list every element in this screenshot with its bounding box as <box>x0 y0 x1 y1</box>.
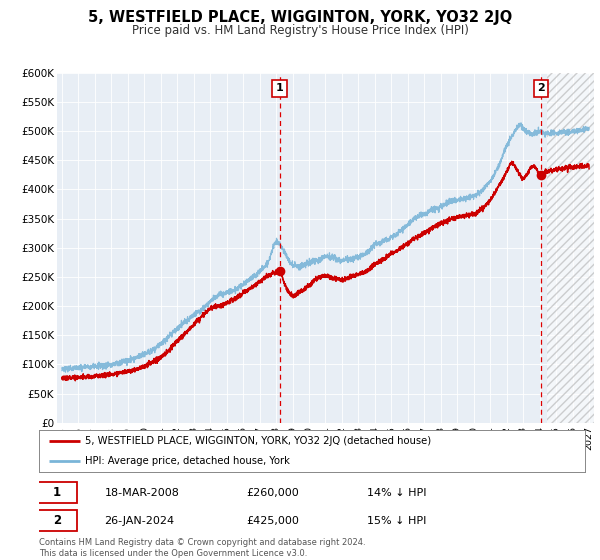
Text: 14% ↓ HPI: 14% ↓ HPI <box>367 488 426 498</box>
Text: 5, WESTFIELD PLACE, WIGGINTON, YORK, YO32 2JQ (detached house): 5, WESTFIELD PLACE, WIGGINTON, YORK, YO3… <box>85 436 431 446</box>
Text: 1: 1 <box>275 83 283 94</box>
Text: 1: 1 <box>53 486 61 500</box>
Text: Contains HM Land Registry data © Crown copyright and database right 2024.
This d: Contains HM Land Registry data © Crown c… <box>39 538 365 558</box>
Bar <box>547 73 594 423</box>
Text: 15% ↓ HPI: 15% ↓ HPI <box>367 516 426 526</box>
Text: 5, WESTFIELD PLACE, WIGGINTON, YORK, YO32 2JQ: 5, WESTFIELD PLACE, WIGGINTON, YORK, YO3… <box>88 10 512 25</box>
Text: 2: 2 <box>537 83 545 94</box>
Text: HPI: Average price, detached house, York: HPI: Average price, detached house, York <box>85 456 290 466</box>
Text: 18-MAR-2008: 18-MAR-2008 <box>104 488 179 498</box>
Text: 2: 2 <box>53 514 61 528</box>
Text: £425,000: £425,000 <box>247 516 299 526</box>
Text: Price paid vs. HM Land Registry's House Price Index (HPI): Price paid vs. HM Land Registry's House … <box>131 24 469 36</box>
FancyBboxPatch shape <box>36 510 77 531</box>
Text: £260,000: £260,000 <box>247 488 299 498</box>
FancyBboxPatch shape <box>36 482 77 503</box>
Text: 26-JAN-2024: 26-JAN-2024 <box>104 516 175 526</box>
